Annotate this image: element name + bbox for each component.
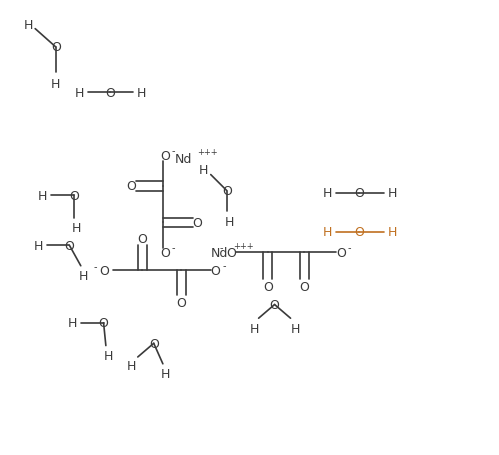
Text: O: O (192, 217, 202, 229)
Text: O: O (336, 246, 346, 259)
Text: +++: +++ (197, 148, 218, 157)
Text: O: O (222, 185, 232, 197)
Text: -: - (172, 146, 176, 156)
Text: Nd: Nd (175, 153, 192, 166)
Text: O: O (354, 187, 364, 200)
Text: H: H (71, 222, 81, 235)
Text: O: O (137, 233, 147, 246)
Text: -: - (347, 242, 351, 252)
Text: O: O (99, 317, 108, 329)
Text: H: H (23, 19, 33, 31)
Text: H: H (290, 322, 300, 335)
Text: -: - (172, 243, 176, 253)
Text: O: O (105, 87, 115, 100)
Text: H: H (75, 87, 84, 100)
Text: O: O (126, 180, 136, 193)
Text: O: O (69, 189, 79, 202)
Text: H: H (323, 187, 333, 200)
Text: H: H (224, 215, 234, 228)
Text: H: H (388, 226, 397, 238)
Text: H: H (51, 78, 60, 91)
Text: O: O (160, 150, 170, 162)
Text: H: H (38, 189, 47, 202)
Text: Nd: Nd (211, 246, 229, 259)
Text: H: H (250, 322, 259, 335)
Text: O: O (176, 297, 186, 309)
Text: H: H (137, 87, 146, 100)
Text: H: H (199, 164, 209, 177)
Text: H: H (68, 317, 77, 329)
Text: O: O (211, 264, 220, 277)
Text: -: - (94, 261, 97, 271)
Text: H: H (78, 270, 88, 283)
Text: O: O (269, 298, 279, 311)
Text: O: O (354, 226, 364, 238)
Text: H: H (103, 349, 113, 362)
Text: O: O (227, 246, 236, 259)
Text: -: - (222, 260, 226, 270)
Text: O: O (149, 337, 159, 350)
Text: O: O (100, 264, 109, 277)
Text: H: H (388, 187, 397, 200)
Text: H: H (34, 239, 43, 252)
Text: H: H (126, 359, 136, 372)
Text: -: - (219, 242, 223, 252)
Text: O: O (64, 239, 74, 252)
Text: H: H (161, 368, 170, 380)
Text: +++: +++ (234, 241, 254, 250)
Text: O: O (263, 281, 272, 293)
Text: H: H (323, 226, 333, 238)
Text: O: O (51, 41, 61, 54)
Text: O: O (160, 247, 170, 260)
Text: O: O (299, 281, 309, 293)
